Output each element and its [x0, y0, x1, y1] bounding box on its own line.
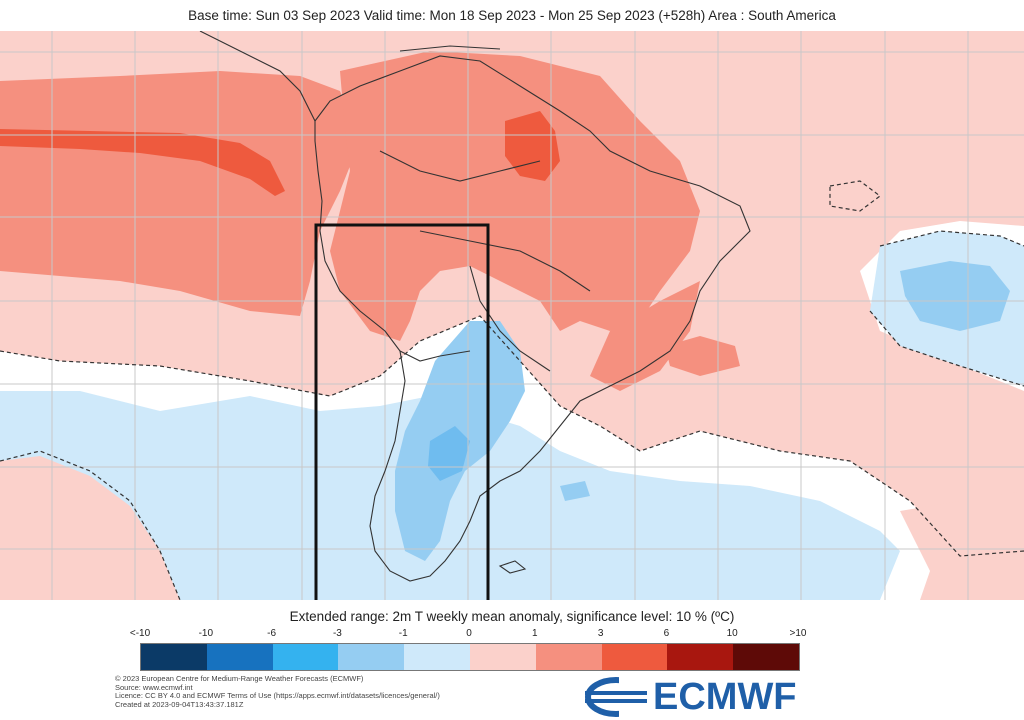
legend-tick: 6 [663, 628, 670, 639]
credits-line: Created at 2023-09-04T13:43:37.181Z [115, 699, 244, 709]
cold-patch-atlantic [560, 481, 590, 501]
legend-tick: -10 [198, 628, 214, 639]
legend-tick: -1 [398, 628, 408, 639]
credits-line: Licence: CC BY 4.0 and ECMWF Terms of Us… [115, 691, 440, 701]
legend-color-bin [141, 644, 207, 670]
legend-tick: 10 [726, 628, 738, 639]
logo-text: ECMWF [653, 675, 797, 718]
highlight-box [314, 223, 490, 600]
legend-color-bin [338, 644, 405, 670]
credits-line: © 2023 European Centre for Medium-Range … [115, 674, 364, 683]
coastlines [199, 31, 751, 582]
legend-tick: >10 [789, 628, 807, 639]
legend-color-bin [272, 644, 339, 670]
legend-tick: -3 [332, 628, 342, 639]
legend-color-bin [404, 644, 470, 670]
credits-line: Source: www.ecmwf.int [115, 682, 193, 692]
country-border [469, 265, 551, 372]
anomaly-map [0, 31, 1024, 600]
country-border [419, 230, 591, 292]
falkland-islands [498, 560, 527, 574]
legend-tick: 1 [532, 628, 538, 639]
warm-anomaly-region-southeast [900, 491, 1024, 600]
strong-warm-patch-guianas [505, 111, 560, 181]
central-america-outline [199, 31, 316, 122]
strong-warm-streak-pacific [0, 129, 285, 196]
legend-colorbar [140, 643, 800, 671]
map-title: Base time: Sun 03 Sep 2023 Valid time: M… [188, 8, 836, 23]
legend-color-bin [535, 644, 602, 670]
warm-patch-atlantic [665, 336, 740, 376]
warm-band-continent [330, 51, 700, 341]
country-border [379, 150, 541, 182]
legend-ticks: <-10 -10 -6 -3 -1 0 1 3 6 10 >10 [130, 628, 807, 642]
ecmwf-logo-icon [585, 677, 647, 717]
cold-patch-east [900, 261, 1010, 331]
warm-band-brazil-east [590, 281, 700, 391]
legend-title: Extended range: 2m T weekly mean anomaly… [289, 609, 735, 624]
legend-color-bin [733, 644, 799, 670]
south-america-outline [314, 55, 751, 582]
significance-contours [0, 180, 1024, 600]
legend-tick: 3 [597, 628, 604, 639]
lat-lon-grid [0, 31, 1024, 600]
ecmwf-logo: ECMWF [585, 675, 797, 718]
legend-color-bin [601, 644, 668, 670]
country-border [399, 350, 471, 362]
legend-color-bin [667, 644, 734, 670]
legend-color-bin [206, 644, 273, 670]
legend-tick: 0 [466, 628, 472, 639]
legend-tick: <-10 [129, 628, 151, 639]
credits: © 2023 European Centre for Medium-Range … [115, 674, 440, 709]
caribbean-islands [399, 45, 501, 52]
legend-color-bin [469, 644, 536, 670]
legend-tick: -6 [267, 628, 277, 639]
